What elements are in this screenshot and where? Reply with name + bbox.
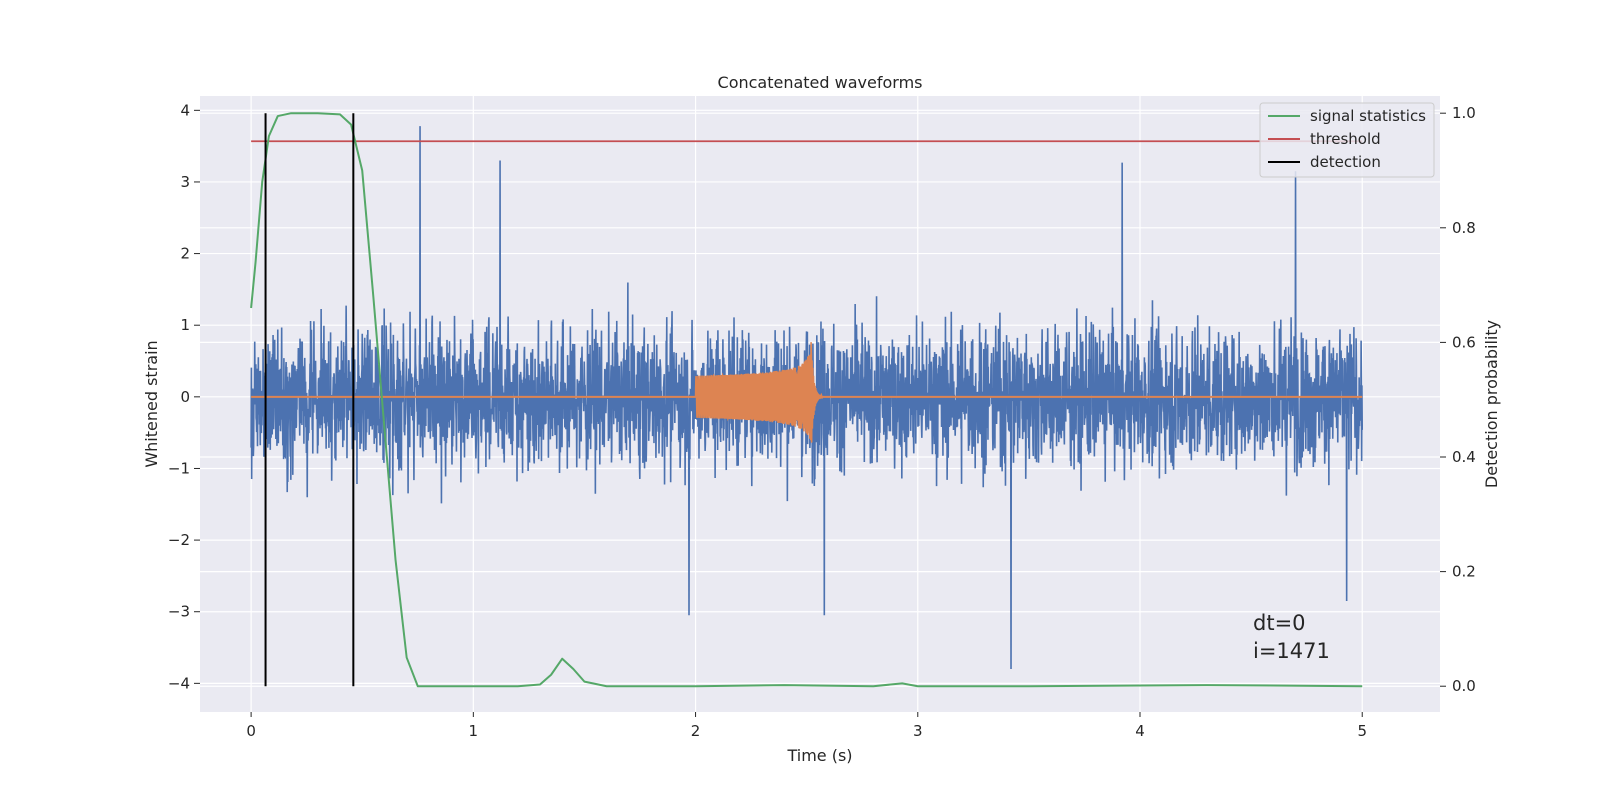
y2-tick-label-3: 0.6 bbox=[1452, 333, 1476, 351]
y2-tick-label-0: 0.0 bbox=[1452, 677, 1476, 695]
y2-tick-label-1: 0.2 bbox=[1452, 563, 1476, 581]
y-tick-label-0: −4 bbox=[168, 674, 190, 692]
y-tick-label-2: −2 bbox=[168, 531, 190, 549]
y-axis-label: Whitened strain bbox=[142, 340, 161, 467]
x-tick-label-3: 3 bbox=[913, 722, 923, 740]
template-series bbox=[251, 342, 1363, 443]
y-tick-label-7: 3 bbox=[180, 173, 190, 191]
y-tick-label-8: 4 bbox=[180, 101, 190, 119]
annotation-index: i=1471 bbox=[1253, 639, 1330, 663]
legend-signal-label: signal statistics bbox=[1310, 107, 1426, 125]
x-axis-label: Time (s) bbox=[786, 746, 852, 765]
annotation-dt: dt=0 bbox=[1253, 611, 1306, 635]
x-tick-label-4: 4 bbox=[1135, 722, 1145, 740]
y-tick-label-4: 0 bbox=[180, 388, 190, 406]
y-tick-label-5: 1 bbox=[180, 316, 190, 334]
legend: signal statistics threshold detection bbox=[1259, 102, 1435, 178]
y-tick-label-3: −1 bbox=[168, 459, 190, 477]
x-tick-label-0: 0 bbox=[246, 722, 256, 740]
legend-detection-label: detection bbox=[1310, 153, 1381, 171]
legend-threshold-label: threshold bbox=[1310, 130, 1381, 148]
y2-tick-label-5: 1.0 bbox=[1452, 104, 1476, 122]
x-tick-label-2: 2 bbox=[691, 722, 701, 740]
signal-statistics-line bbox=[250, 112, 1363, 688]
template-chirp bbox=[694, 342, 824, 443]
axis-ticks: 0 1 2 3 4 5 −4 −3 −2 −1 0 1 2 3 4 0.0 0.2 0.4 0.6 0.8 1.0 bbox=[168, 101, 1476, 740]
y-tick-label-6: 2 bbox=[180, 245, 190, 263]
legend-box bbox=[1259, 102, 1435, 178]
x-tick-label-1: 1 bbox=[469, 722, 479, 740]
probability-series bbox=[250, 112, 1363, 688]
x-tick-label-5: 5 bbox=[1357, 722, 1367, 740]
y2-tick-label-2: 0.4 bbox=[1452, 448, 1476, 466]
y-tick-label-1: −3 bbox=[168, 603, 190, 621]
y2-tick-label-4: 0.8 bbox=[1452, 219, 1476, 237]
chart-title: Concatenated waveforms bbox=[718, 73, 923, 92]
y2-axis-label: Detection probability bbox=[1482, 320, 1501, 488]
